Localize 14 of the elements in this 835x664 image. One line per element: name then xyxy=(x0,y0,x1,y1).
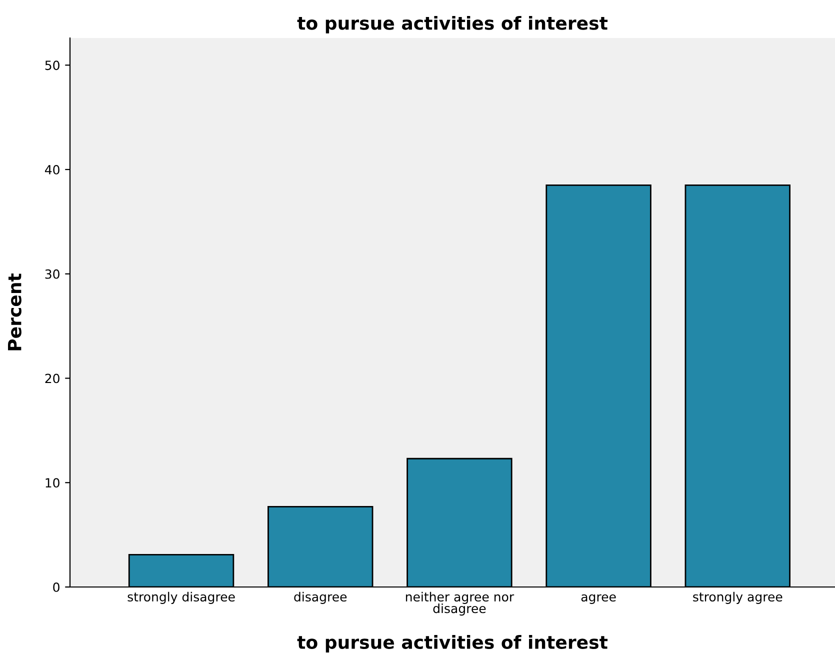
chart-title: to pursue activities of interest xyxy=(297,16,608,34)
y-tick-label: 0 xyxy=(53,582,60,592)
x-tick-label: agree xyxy=(581,594,616,604)
x-tick-label: disagree xyxy=(294,592,347,604)
y-axis-title: Percent xyxy=(8,274,22,350)
x-tick-label: strongly agree xyxy=(693,592,782,604)
x-tick-label: strongly disagree xyxy=(128,592,235,604)
y-tick-label: 30 xyxy=(45,269,60,279)
y-tick-label: 20 xyxy=(45,374,60,384)
y-tick-label: 50 xyxy=(45,60,60,70)
x-tick-label: neither agree nor disagree xyxy=(406,592,514,616)
y-tick-label: 40 xyxy=(44,164,60,174)
x-axis-title: to pursue activities of interest xyxy=(297,635,608,652)
y-tick-label: 10 xyxy=(46,478,60,488)
